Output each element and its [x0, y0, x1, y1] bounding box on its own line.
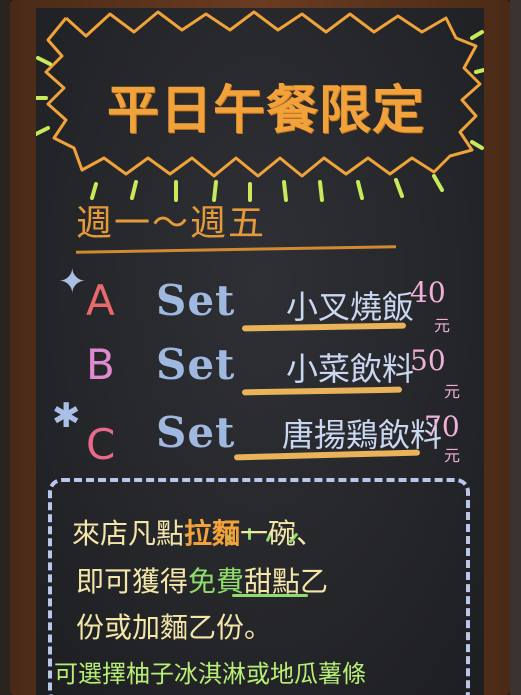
title-burst-decoration: [36, 10, 484, 202]
weekday-underline: [75, 245, 397, 254]
set-label: Set: [156, 340, 236, 389]
promo-line-1: 來店凡點拉麵一碗、: [72, 512, 324, 552]
left-background-edge: [0, 0, 10, 695]
promo-box: [48, 478, 470, 695]
promo-line-3: 份或加麵乙份。: [76, 611, 273, 644]
promo-line-2-post: 甜點乙: [244, 565, 329, 598]
free-underline: [232, 594, 308, 597]
right-background-edge: [510, 0, 521, 695]
set-c-row: C Set 唐揚鶏飲料: [86, 408, 484, 469]
set-a-price: 40: [410, 276, 446, 309]
sparkle-icon: [248, 528, 251, 540]
set-item: 小菜飲料: [286, 350, 415, 388]
promo-line-1-pre: 來店凡點: [72, 517, 185, 550]
set-a-unit: 元: [434, 316, 451, 335]
set-letter: C: [86, 420, 116, 469]
set-item: 小叉燒飯: [286, 288, 415, 326]
set-c-unit: 元: [444, 446, 461, 465]
set-c-price: 70: [424, 410, 460, 443]
set-letter: A: [86, 276, 115, 325]
set-label: Set: [156, 276, 236, 325]
chalkboard: 平日午餐限定 週一～週五 ✦ ✱ A Set 小叉燒飯 40 元 B Set 小…: [36, 8, 484, 695]
promo-ramen: 拉麵: [184, 517, 241, 550]
weekday-range: 週一～週五: [76, 203, 267, 244]
asterisk-icon: ✱: [52, 396, 81, 436]
promo-line-2: 即可獲得免費甜點乙: [76, 560, 328, 600]
set-b-price: 50: [410, 344, 446, 377]
set-b-unit: 元: [444, 382, 461, 401]
sparkle-icon: ✦: [58, 262, 87, 302]
set-b-row: B Set 小菜飲料: [86, 340, 484, 400]
set-label: Set: [156, 408, 236, 457]
set-item: 唐揚鶏飲料: [282, 416, 443, 454]
page-title: 平日午餐限定: [106, 80, 425, 141]
promo-line-2-pre: 即可獲得: [76, 565, 189, 598]
promo-line-4: 可選擇柚子冰淇淋或地瓜薯條: [54, 660, 366, 688]
promo-line-1-post: 一碗、: [240, 517, 325, 550]
set-letter: B: [86, 340, 115, 389]
set-a-row: A Set 小叉燒飯: [86, 276, 484, 336]
promo-free: 免費: [188, 565, 245, 598]
